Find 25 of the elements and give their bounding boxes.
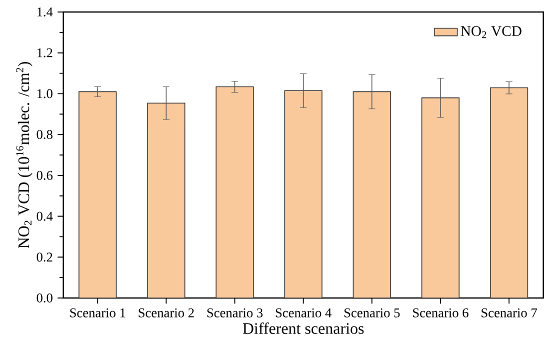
x-tick-label: Scenario 5: [344, 308, 400, 318]
y-tick-label: 1.2: [37, 48, 52, 58]
x-tick-label: Scenario 7: [482, 308, 537, 318]
x-tick-label: Scenario 3: [207, 308, 263, 318]
bar: [421, 97, 460, 298]
y-tick-label: 1.0: [37, 89, 52, 98]
bar: [216, 86, 254, 298]
y-tick-label: 0.0: [36, 293, 52, 303]
bar: [147, 102, 186, 298]
x-axis-title: Different scenarios: [242, 322, 364, 334]
x-tick-label: Scenario 1: [70, 308, 126, 318]
y-tick-label: 1.4: [37, 8, 53, 16]
bar: [284, 90, 322, 298]
x-tick-label: Scenario 6: [413, 308, 468, 318]
bar: [352, 91, 391, 298]
x-tick-label: Scenario 4: [276, 308, 332, 318]
y-axis-title: NO$_{2}$ VCD (10$^{16}$molec. /cm$^{2}$): [16, 62, 32, 248]
bar: [490, 87, 528, 298]
y-tick-label: 0.2: [36, 252, 52, 262]
x-tick-label: Scenario 2: [138, 308, 194, 318]
bar: [78, 91, 117, 298]
legend-label: NO$_{2}$ VCD: [460, 26, 522, 38]
y-tick-label: 0.6: [36, 170, 53, 180]
y-tick-label: 0.8: [36, 130, 52, 140]
y-tick-label: 0.4: [36, 212, 53, 221]
